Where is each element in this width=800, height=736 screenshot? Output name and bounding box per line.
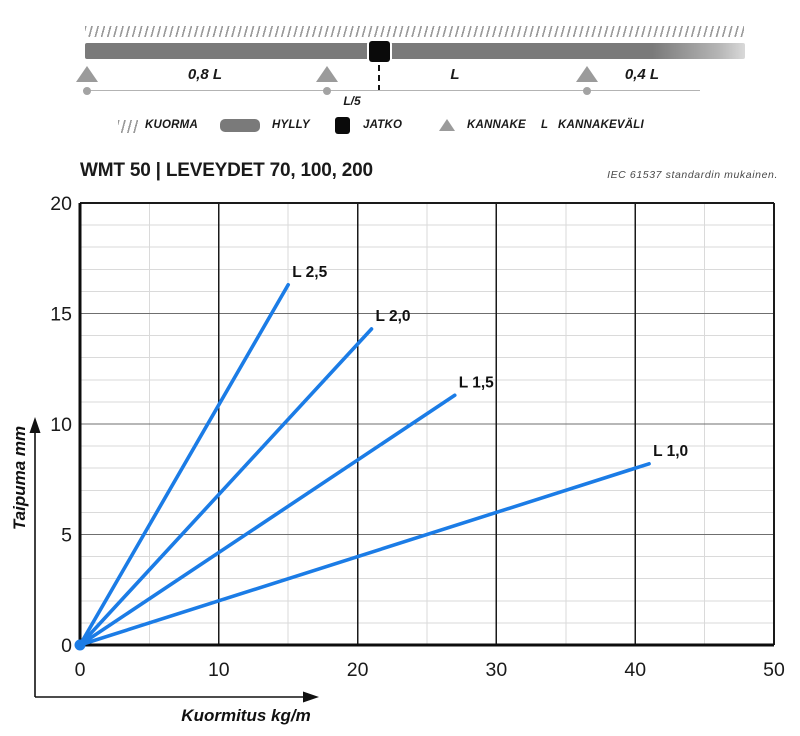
series-label: L 1,5 — [459, 374, 494, 391]
dimension-dot-1 — [83, 87, 91, 95]
dimension-line — [83, 90, 700, 91]
y-axis-title: Taipuma mm — [10, 426, 29, 530]
legend-label-kannake: KANNAKE — [467, 119, 526, 131]
legend-label-hylly: HYLLY — [272, 119, 310, 131]
dimension-dot-2 — [323, 87, 331, 95]
y-tick-label: 15 — [50, 304, 72, 326]
support-triangle-1 — [76, 66, 98, 82]
y-axis-arrowhead — [29, 417, 41, 433]
series-line — [78, 461, 651, 647]
span-label-04L: 0,4 L — [624, 66, 660, 83]
kuorma-hatch-icon — [118, 120, 139, 133]
load-hatch-strip — [85, 26, 744, 37]
series-line — [78, 282, 291, 647]
jatko-square-icon — [335, 117, 350, 134]
y-tick-label: 5 — [61, 525, 72, 547]
series-label: L 2,5 — [292, 264, 327, 281]
legend-label-kuorma: KUORMA — [145, 119, 198, 131]
dimension-dot-3 — [583, 87, 591, 95]
span-label-08L: 0,8 L — [187, 66, 223, 83]
hylly-bar-icon — [220, 119, 260, 132]
y-tick-label: 10 — [50, 414, 72, 436]
support-triangle-3 — [576, 66, 598, 82]
page-title: WMT 50 | LEVEYDET 70, 100, 200 — [80, 160, 373, 181]
support-triangle-2 — [316, 66, 338, 82]
x-tick-label: 30 — [486, 659, 508, 681]
span-label-L: L — [450, 66, 460, 83]
y-tick-label: 0 — [61, 635, 72, 657]
legend-label-kannakevali: KANNAKEVÄLI — [558, 119, 644, 131]
series-line — [78, 393, 457, 647]
origin-point — [74, 639, 86, 651]
x-axis-title: Kuormitus kg/m — [181, 706, 310, 725]
kannake-triangle-icon — [439, 119, 455, 131]
x-axis-arrowhead — [303, 691, 319, 703]
joint-dashed-line — [378, 65, 380, 91]
shelf-bar — [85, 43, 745, 59]
x-tick-label: 40 — [624, 659, 646, 681]
standard-note: IEC 61537 standardin mukainen. — [607, 169, 778, 181]
series-line — [78, 327, 374, 647]
x-tick-label: 10 — [208, 659, 230, 681]
x-tick-label: 0 — [75, 659, 86, 681]
x-tick-label: 50 — [763, 659, 785, 681]
legend-label-jatko: JATKO — [363, 119, 403, 131]
series-label: L 1,0 — [653, 443, 688, 460]
joint-offset-label: L/5 — [343, 94, 361, 108]
x-tick-label: 20 — [347, 659, 369, 681]
series-label: L 2,0 — [375, 308, 410, 325]
joint-square — [369, 41, 390, 62]
legend-letter-L: L — [541, 119, 549, 131]
y-tick-label: 20 — [50, 193, 72, 215]
